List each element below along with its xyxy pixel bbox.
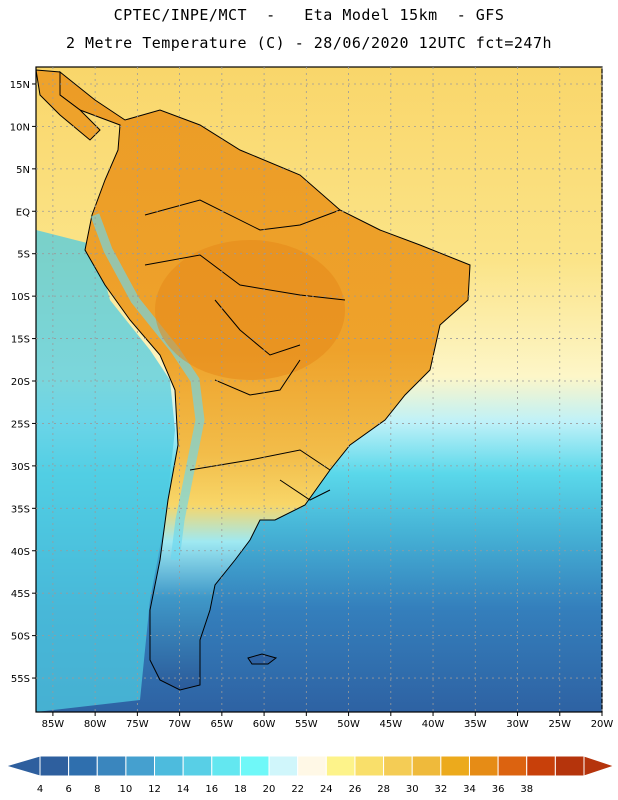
country-borders: [144, 199, 346, 501]
longitude-labels: 85W 80W 75W 70W 65W 60W 55W 50W 45W 40W 35W 30W 25W 2…: [42, 719, 614, 730]
pacific-cool-band: [36, 230, 175, 712]
colorbar-swatch: [182, 755, 213, 777]
lat-label: 25S: [11, 419, 30, 430]
colorbar-swatch: [297, 755, 327, 777]
colorbar-swatch: [125, 755, 156, 777]
lat-label: 5S: [17, 250, 30, 261]
lat-label: 15N: [10, 80, 30, 91]
lon-label: 35W: [464, 719, 487, 730]
lon-label: 75W: [126, 719, 149, 730]
lat-label: 10S: [11, 292, 30, 303]
colorbar-label: 38: [520, 784, 533, 795]
colorbar: 4 6 8 10 12 14 16 18 20 22 24 26 28 30 32 34 36 38: [4, 755, 616, 795]
colorbar-swatch: [211, 755, 241, 777]
colorbar-left-arrow: [4, 755, 41, 777]
colorbar-label: 12: [148, 784, 161, 795]
colorbar-label: 6: [65, 784, 71, 795]
lat-label: 20S: [11, 377, 30, 388]
lon-label: 55W: [295, 719, 318, 730]
lat-label: 55S: [11, 674, 30, 685]
colorbar-swatch: [383, 755, 413, 777]
colorbar-swatch: [239, 755, 270, 777]
colorbar-swatch: [440, 755, 470, 777]
colorbar-swatch: [411, 755, 442, 777]
lat-label: 40S: [11, 547, 30, 558]
lon-label: 60W: [253, 719, 276, 730]
colorbar-swatch: [68, 755, 98, 777]
lat-label: 15S: [11, 335, 30, 346]
latitude-labels: 15N 10N 5N EQ 5S 10S 15S 20S 25S 30S 35S 40S 45S 50S 5…: [10, 80, 30, 685]
lon-label: 85W: [42, 719, 65, 730]
colorbar-label: 16: [205, 784, 218, 795]
lat-label: 5N: [16, 165, 30, 176]
lon-label: 65W: [211, 719, 234, 730]
colorbar-label: 18: [234, 784, 247, 795]
colorbar-swatch: [268, 755, 299, 777]
colorbar-swatch: [497, 755, 528, 777]
colorbar-label: 10: [120, 784, 133, 795]
colorbar-label: 34: [463, 784, 476, 795]
lat-label: 10N: [10, 122, 30, 133]
central-america-landmass: [36, 69, 101, 141]
colorbar-label: 14: [177, 784, 190, 795]
colorbar-label: 26: [349, 784, 362, 795]
lat-label: 50S: [11, 632, 30, 643]
colorbar-label: 28: [377, 784, 390, 795]
falkland-islands: [247, 653, 278, 665]
map-subtitle: 2 Metre Temperature (C) - 28/06/2020 12U…: [65, 34, 553, 52]
colorbar-swatch: [354, 755, 385, 777]
colorbar-label: 36: [492, 784, 505, 795]
colorbar-swatch: [39, 755, 70, 777]
colorbar-label: 24: [320, 784, 333, 795]
graticule: [32, 67, 603, 716]
lat-label: EQ: [16, 207, 30, 218]
colorbar-swatch: [96, 755, 127, 777]
colorbar-label: 32: [434, 784, 447, 795]
colorbar-swatch: [468, 755, 499, 777]
colorbar-right-arrow: [583, 755, 616, 777]
lon-label: 30W: [506, 719, 529, 730]
lon-label: 50W: [337, 719, 360, 730]
map-frame: [35, 66, 603, 713]
andes-cool-ridge: [90, 213, 205, 561]
lon-label: 80W: [84, 719, 107, 730]
hot-interior: [155, 240, 345, 380]
colorbar-swatch: [325, 755, 356, 777]
colorbar-swatch: [154, 755, 184, 777]
colorbar-label: 30: [406, 784, 419, 795]
colorbar-swatch: [526, 755, 556, 777]
lat-label: 45S: [11, 589, 30, 600]
lon-label: 25W: [548, 719, 571, 730]
lat-label: 30S: [11, 462, 30, 473]
colorbar-label: 22: [291, 784, 304, 795]
colorbar-swatch: [554, 755, 585, 777]
lat-label: 35S: [11, 504, 30, 515]
lon-label: 70W: [168, 719, 191, 730]
colorbar-label: 8: [94, 784, 100, 795]
lon-label: 45W: [379, 719, 402, 730]
lon-label: 40W: [422, 719, 445, 730]
colorbar-label: 20: [263, 784, 276, 795]
colorbar-label: 4: [37, 784, 43, 795]
map-title: CPTEC/INPE/MCT - Eta Model 15km - GFS: [113, 6, 505, 24]
lon-label: 20W: [591, 719, 614, 730]
